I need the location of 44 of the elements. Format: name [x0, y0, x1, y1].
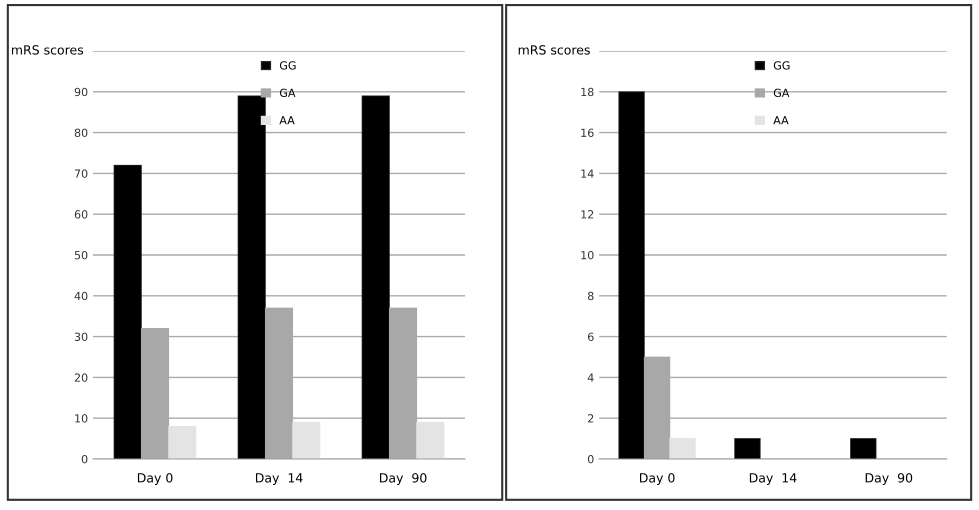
y-tick-label: 18 — [581, 88, 594, 96]
y-axis-title: mRS scores — [12, 45, 84, 55]
y-tick-label: 90 — [74, 88, 88, 96]
y-tick-label: 60 — [74, 210, 88, 219]
legend-label: GG — [774, 61, 790, 70]
bar — [168, 426, 196, 459]
y-tick-label: 16 — [581, 128, 594, 137]
y-tick-label: 10 — [581, 250, 594, 260]
y-tick-label: 0 — [588, 454, 594, 464]
legend-label: AA — [773, 116, 789, 124]
legend-label: GA — [774, 88, 790, 98]
y-tick-label: 40 — [74, 292, 88, 300]
y-tick-label: 70 — [74, 169, 88, 178]
legend-label: GG — [280, 61, 296, 70]
bar — [850, 438, 876, 459]
y-axis-title: mRS scores — [518, 45, 590, 55]
y-tick-label: 4 — [588, 374, 594, 382]
legend-label: AA — [279, 116, 295, 124]
bar — [114, 164, 142, 459]
y-tick-label: 50 — [74, 250, 88, 260]
x-tick-label: Day 14 — [750, 473, 796, 485]
y-tick-label: 2 — [588, 414, 594, 422]
x-tick-label: Day 0 — [640, 473, 675, 485]
bar — [292, 422, 320, 459]
y-tick-label: 6 — [588, 332, 594, 341]
y-tick-label: 30 — [74, 332, 88, 341]
bar — [416, 422, 444, 459]
y-tick-label: 20 — [74, 373, 88, 382]
x-tick-label: Day 90 — [380, 473, 426, 485]
x-tick-label: Day 90 — [866, 473, 912, 485]
bar — [618, 91, 645, 459]
x-tick-label: Day 0 — [138, 473, 172, 485]
y-tick-label: 10 — [75, 414, 88, 423]
y-tick-label: 14 — [581, 170, 594, 178]
x-tick-label: Day 14 — [256, 473, 303, 485]
y-tick-label: 0 — [82, 454, 88, 464]
y-tick-label: 12 — [581, 210, 594, 218]
y-tick-label: 8 — [588, 292, 594, 300]
legend-label: GA — [280, 88, 296, 98]
bar — [734, 438, 761, 459]
bar — [362, 95, 390, 459]
bar — [238, 95, 266, 459]
bar — [669, 438, 696, 459]
y-tick-label: 80 — [74, 128, 88, 137]
